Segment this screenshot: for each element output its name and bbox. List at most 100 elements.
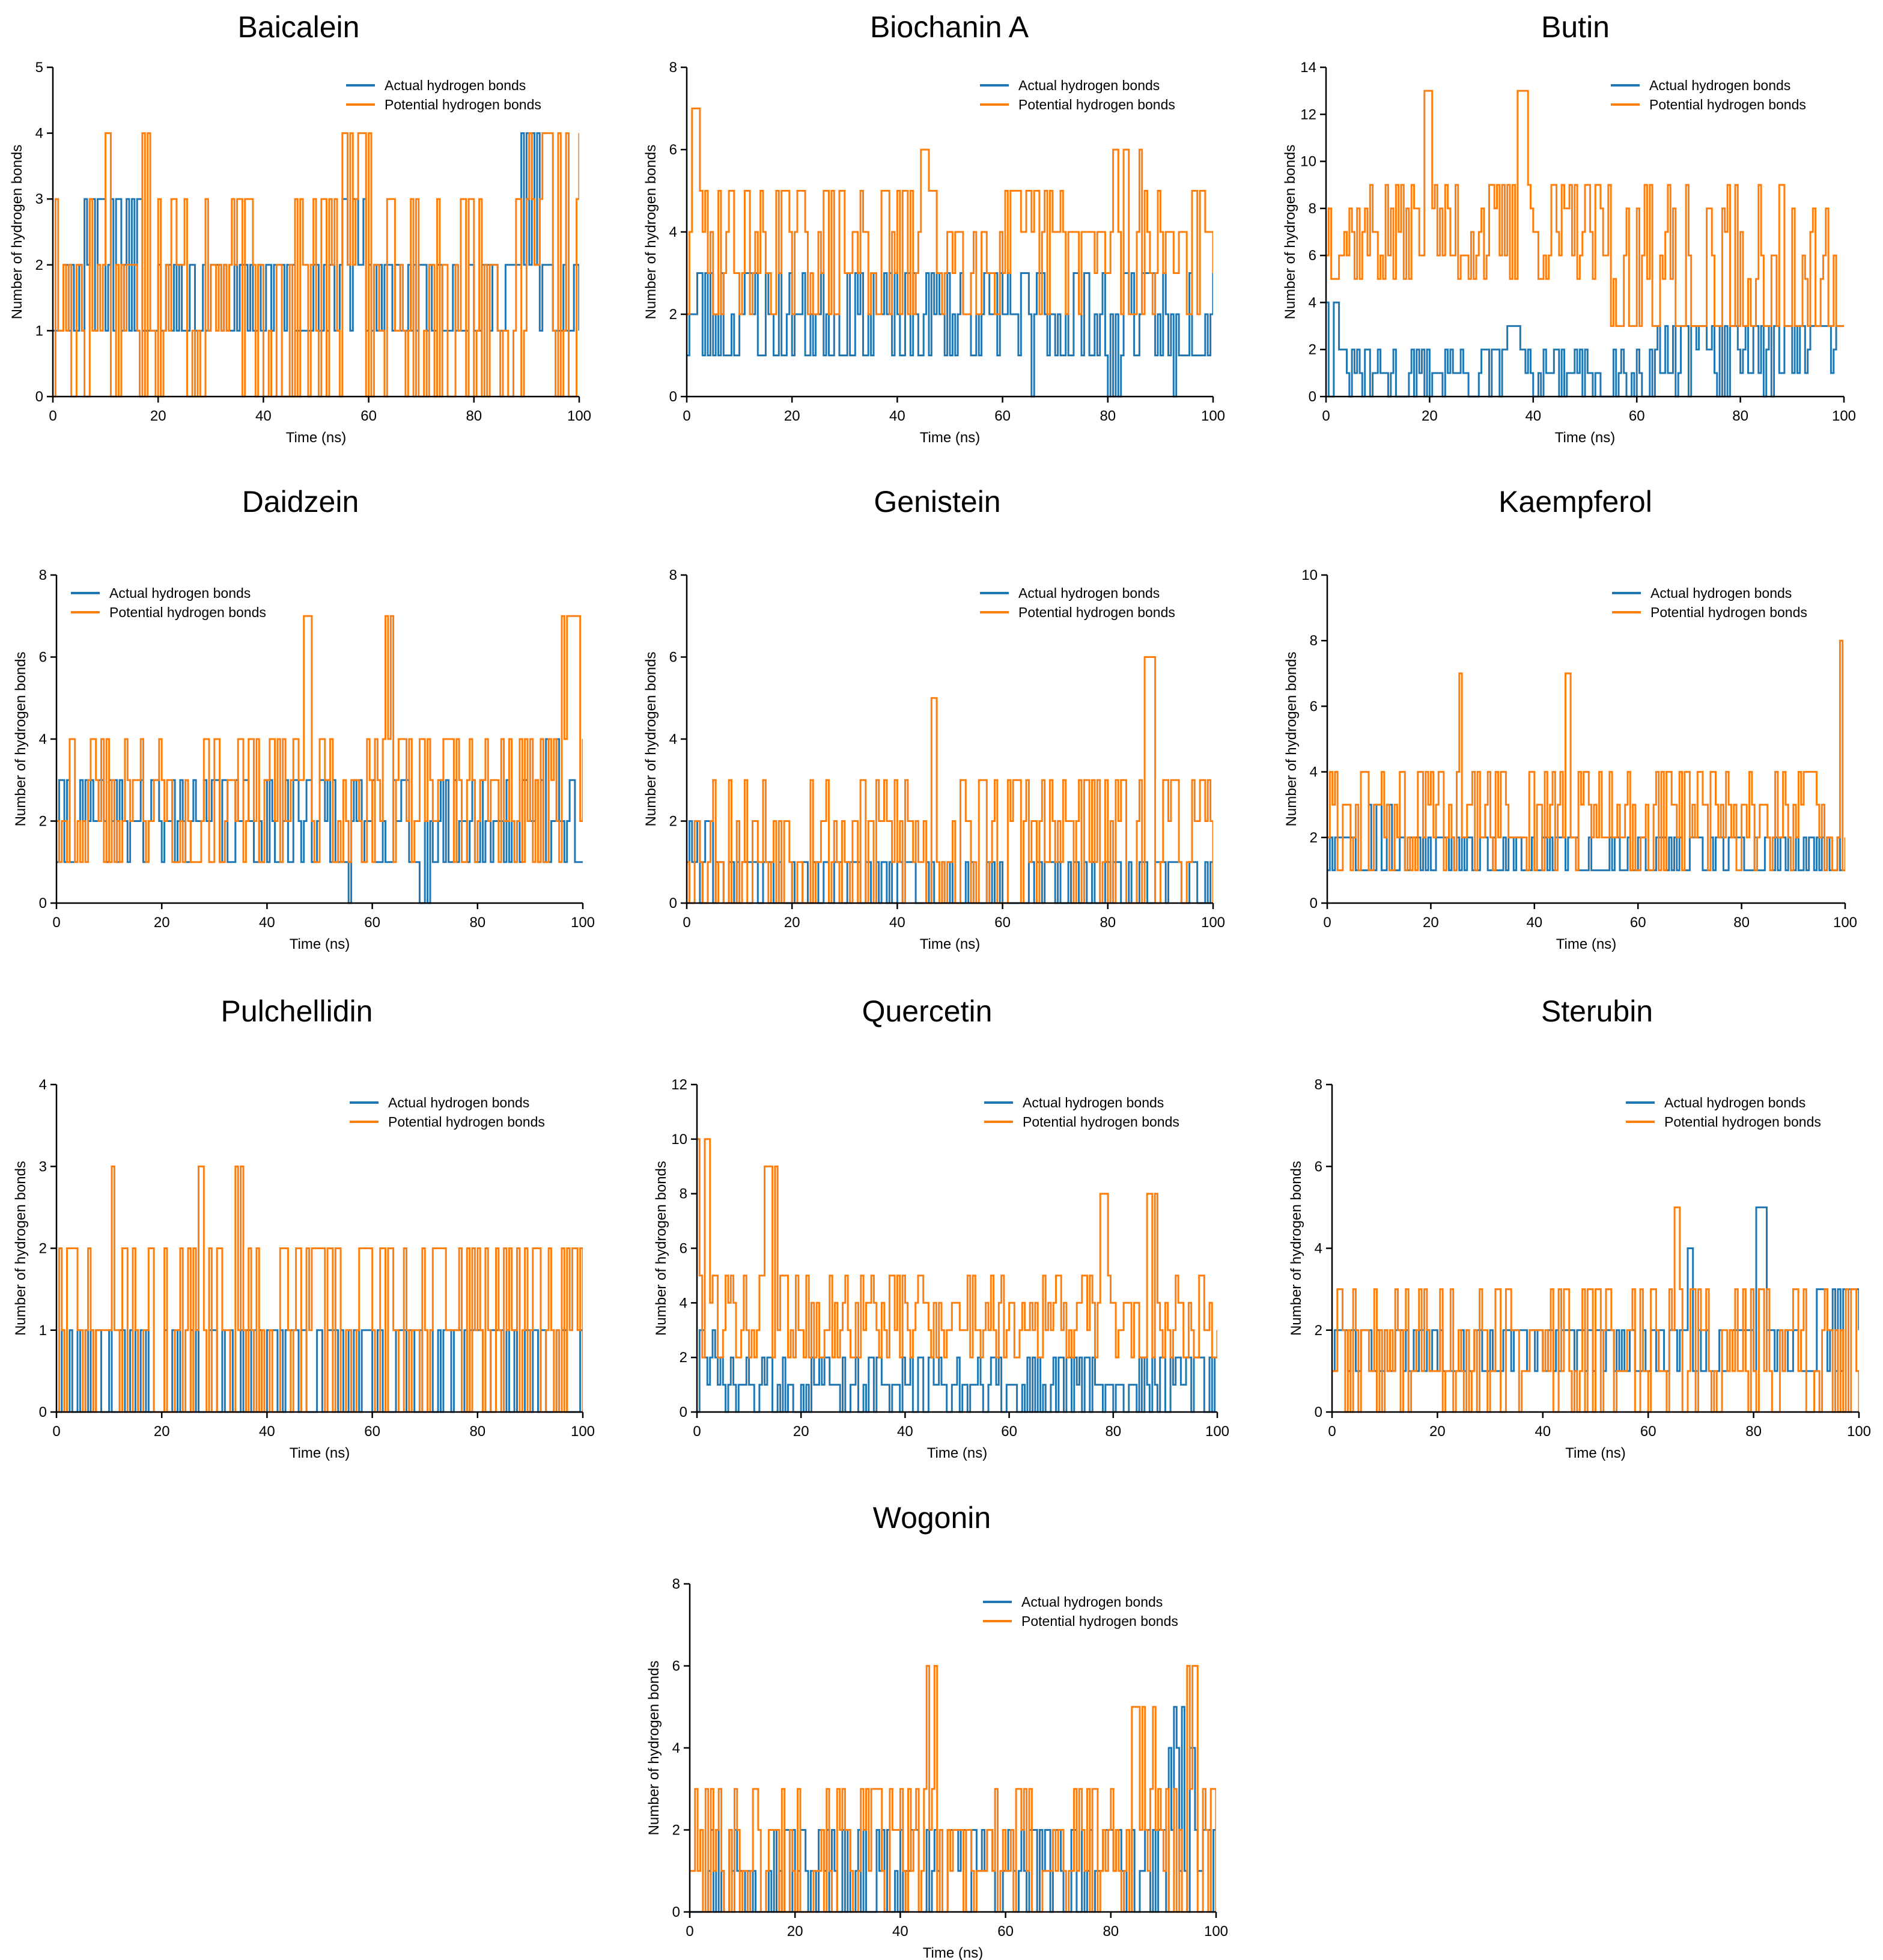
chart-panel-6: Pulchellidin 0 20 40 60 80 100 0 1 2 3 4 Time (ns) Nu… <box>13 994 595 1461</box>
chart-panel-0: Baicalein 0 20 40 60 80 100 0 1 2 3 4 5 Time (ns) Numb… <box>9 10 591 446</box>
x-axis-label: Time (ns) <box>927 1445 987 1461</box>
y-tick-label: 2 <box>39 814 47 830</box>
x-tick-label: 40 <box>255 408 272 424</box>
x-tick-label: 40 <box>897 1423 913 1440</box>
chart-panel-8: Sterubin 0 20 40 60 80 100 0 2 4 6 8 Time (ns) Number… <box>1288 994 1871 1461</box>
x-tick-label: 20 <box>793 1423 809 1440</box>
chart-panel-3: Daidzein 0 20 40 60 80 100 0 2 4 6 8 Time (ns) Number… <box>13 485 595 952</box>
y-tick-label: 0 <box>1315 1404 1322 1420</box>
y-tick-label: 4 <box>680 1295 687 1311</box>
x-tick-label: 60 <box>997 1923 1014 1940</box>
chart-title: Genistein <box>874 485 1000 519</box>
y-tick-label: 8 <box>669 59 677 76</box>
y-tick-label: 8 <box>672 1576 680 1592</box>
legend-actual-label: Actual hydrogen bonds <box>1664 1095 1805 1110</box>
y-tick-label: 6 <box>1315 1158 1322 1175</box>
legend-potential-label: Potential hydrogen bonds <box>1018 97 1175 112</box>
x-tick-label: 60 <box>1630 915 1646 931</box>
y-tick-label: 4 <box>669 731 677 747</box>
y-tick-label: 4 <box>39 1077 47 1093</box>
chart-panel-1: Biochanin A 0 20 40 60 80 100 0 2 4 6 8 Time (ns) Num… <box>643 10 1225 446</box>
y-tick-label: 0 <box>680 1404 687 1420</box>
x-tick-label: 0 <box>693 1423 701 1440</box>
x-tick-label: 20 <box>1422 408 1438 424</box>
y-axis-label: Number of hydrogen bonds <box>1288 1161 1304 1336</box>
series-actual-line <box>690 1706 1216 1913</box>
x-tick-label: 100 <box>1833 915 1857 931</box>
y-tick-label: 0 <box>669 895 677 912</box>
y-tick-label: 0 <box>1310 895 1318 912</box>
y-tick-label: 0 <box>1309 389 1316 405</box>
chart-title: Baicalein <box>238 10 360 44</box>
y-tick-label: 10 <box>1300 154 1316 170</box>
x-tick-label: 40 <box>1535 1423 1551 1440</box>
x-axis-label: Time (ns) <box>920 430 980 446</box>
x-tick-label: 0 <box>52 1423 60 1440</box>
x-axis-label: Time (ns) <box>923 1945 983 1960</box>
y-tick-label: 8 <box>669 567 677 583</box>
x-axis-label: Time (ns) <box>290 1445 350 1461</box>
y-tick-label: 6 <box>672 1658 680 1675</box>
chart-title: Sterubin <box>1541 994 1653 1028</box>
y-tick-label: 14 <box>1300 59 1316 76</box>
chart-title: Kaempferol <box>1498 485 1652 519</box>
chart-title: Pulchellidin <box>221 994 373 1028</box>
x-tick-label: 80 <box>1745 1423 1762 1440</box>
y-tick-label: 4 <box>1309 294 1316 311</box>
chart-title: Quercetin <box>862 994 993 1028</box>
legend-potential-label: Potential hydrogen bonds <box>1018 604 1175 620</box>
x-tick-label: 100 <box>571 1423 595 1440</box>
x-tick-label: 100 <box>1205 1423 1229 1440</box>
y-tick-label: 4 <box>39 731 47 747</box>
x-tick-label: 20 <box>154 1423 170 1440</box>
x-tick-label: 80 <box>1103 1923 1119 1940</box>
y-axis-label: Number of hydrogen bonds <box>646 1661 662 1836</box>
x-axis-label: Time (ns) <box>1555 430 1615 446</box>
y-tick-label: 2 <box>39 1241 47 1257</box>
y-tick-label: 8 <box>1310 633 1318 649</box>
y-tick-label: 1 <box>35 323 43 339</box>
x-tick-label: 0 <box>683 408 690 424</box>
x-tick-label: 60 <box>364 1423 380 1440</box>
y-tick-label: 2 <box>1315 1322 1322 1339</box>
y-tick-label: 4 <box>669 224 677 240</box>
x-tick-label: 100 <box>1832 408 1856 424</box>
x-tick-label: 100 <box>571 915 595 931</box>
x-tick-label: 60 <box>1629 408 1645 424</box>
y-tick-label: 6 <box>669 650 677 666</box>
x-tick-label: 60 <box>360 408 377 424</box>
x-axis-label: Time (ns) <box>1565 1445 1625 1461</box>
legend-potential-label: Potential hydrogen bonds <box>1021 1613 1178 1629</box>
legend-potential-label: Potential hydrogen bonds <box>388 1114 545 1130</box>
legend-actual-label: Actual hydrogen bonds <box>385 78 526 93</box>
x-tick-label: 0 <box>52 915 60 931</box>
legend-actual-label: Actual hydrogen bonds <box>388 1095 529 1110</box>
x-tick-label: 60 <box>364 915 380 931</box>
series-potential-line <box>1326 90 1844 327</box>
x-axis-label: Time (ns) <box>286 430 346 446</box>
x-tick-label: 40 <box>1525 408 1541 424</box>
chart-panel-2: Butin 0 20 40 60 80 100 0 2 4 6 8 10 12 14 Time (ns) Num… <box>1282 10 1856 446</box>
y-tick-label: 1 <box>39 1322 47 1339</box>
y-tick-label: 0 <box>669 389 677 405</box>
legend-actual-label: Actual hydrogen bonds <box>1649 78 1790 93</box>
chart-panel-9: Wogonin 0 20 40 60 80 100 0 2 4 6 8 Time (ns) Number … <box>646 1501 1228 1960</box>
y-tick-label: 5 <box>35 59 43 76</box>
x-tick-label: 80 <box>1732 408 1748 424</box>
y-tick-label: 8 <box>39 567 47 583</box>
y-tick-label: 2 <box>669 814 677 830</box>
y-tick-label: 10 <box>1301 567 1318 583</box>
x-tick-label: 100 <box>1204 1923 1228 1940</box>
x-axis-label: Time (ns) <box>1556 936 1616 952</box>
x-tick-label: 40 <box>259 915 275 931</box>
legend-potential-label: Potential hydrogen bonds <box>1649 97 1806 112</box>
x-tick-label: 0 <box>1322 408 1330 424</box>
y-tick-label: 6 <box>1310 698 1318 714</box>
series-actual-line <box>697 1329 1217 1413</box>
x-tick-label: 80 <box>469 1423 485 1440</box>
chart-panel-7: Quercetin 0 20 40 60 80 100 0 2 4 6 8 10 12 Time (ns) N… <box>653 994 1229 1461</box>
y-tick-label: 8 <box>680 1186 687 1202</box>
y-tick-label: 6 <box>669 142 677 158</box>
x-tick-label: 20 <box>787 1923 803 1940</box>
